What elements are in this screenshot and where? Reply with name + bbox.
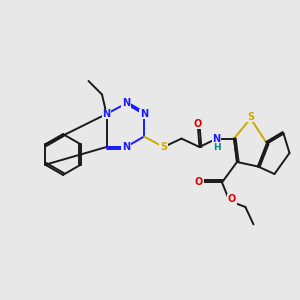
Text: N: N	[212, 134, 221, 144]
Text: S: S	[247, 112, 254, 122]
Text: O: O	[194, 118, 202, 129]
Text: N: N	[102, 109, 111, 119]
Text: H: H	[213, 143, 220, 152]
Text: S: S	[160, 142, 167, 152]
Text: N: N	[122, 142, 130, 152]
Text: N: N	[140, 109, 148, 119]
Text: O: O	[228, 194, 236, 205]
Text: O: O	[195, 177, 203, 188]
Text: N: N	[122, 98, 130, 109]
